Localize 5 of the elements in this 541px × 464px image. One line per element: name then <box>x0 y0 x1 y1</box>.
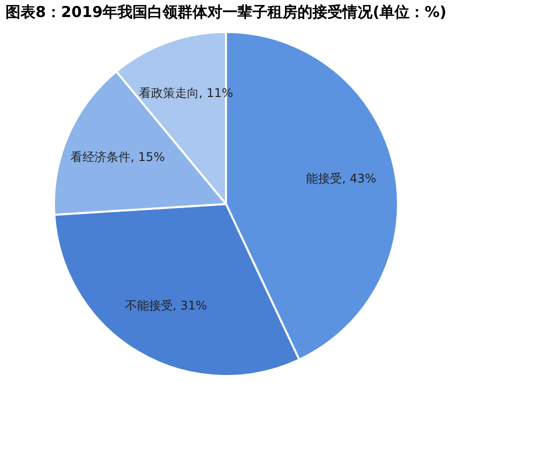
slice-label: 看经济条件, 15% <box>70 150 165 164</box>
chart-title: 图表8：2019年我国白领群体对一辈子租房的接受情况(单位：%) <box>6 3 446 21</box>
slice-label: 看政策走向, 11% <box>138 86 234 100</box>
slice-label: 能接受, 43% <box>306 171 376 186</box>
slice-label: 不能接受, 31% <box>124 298 208 313</box>
